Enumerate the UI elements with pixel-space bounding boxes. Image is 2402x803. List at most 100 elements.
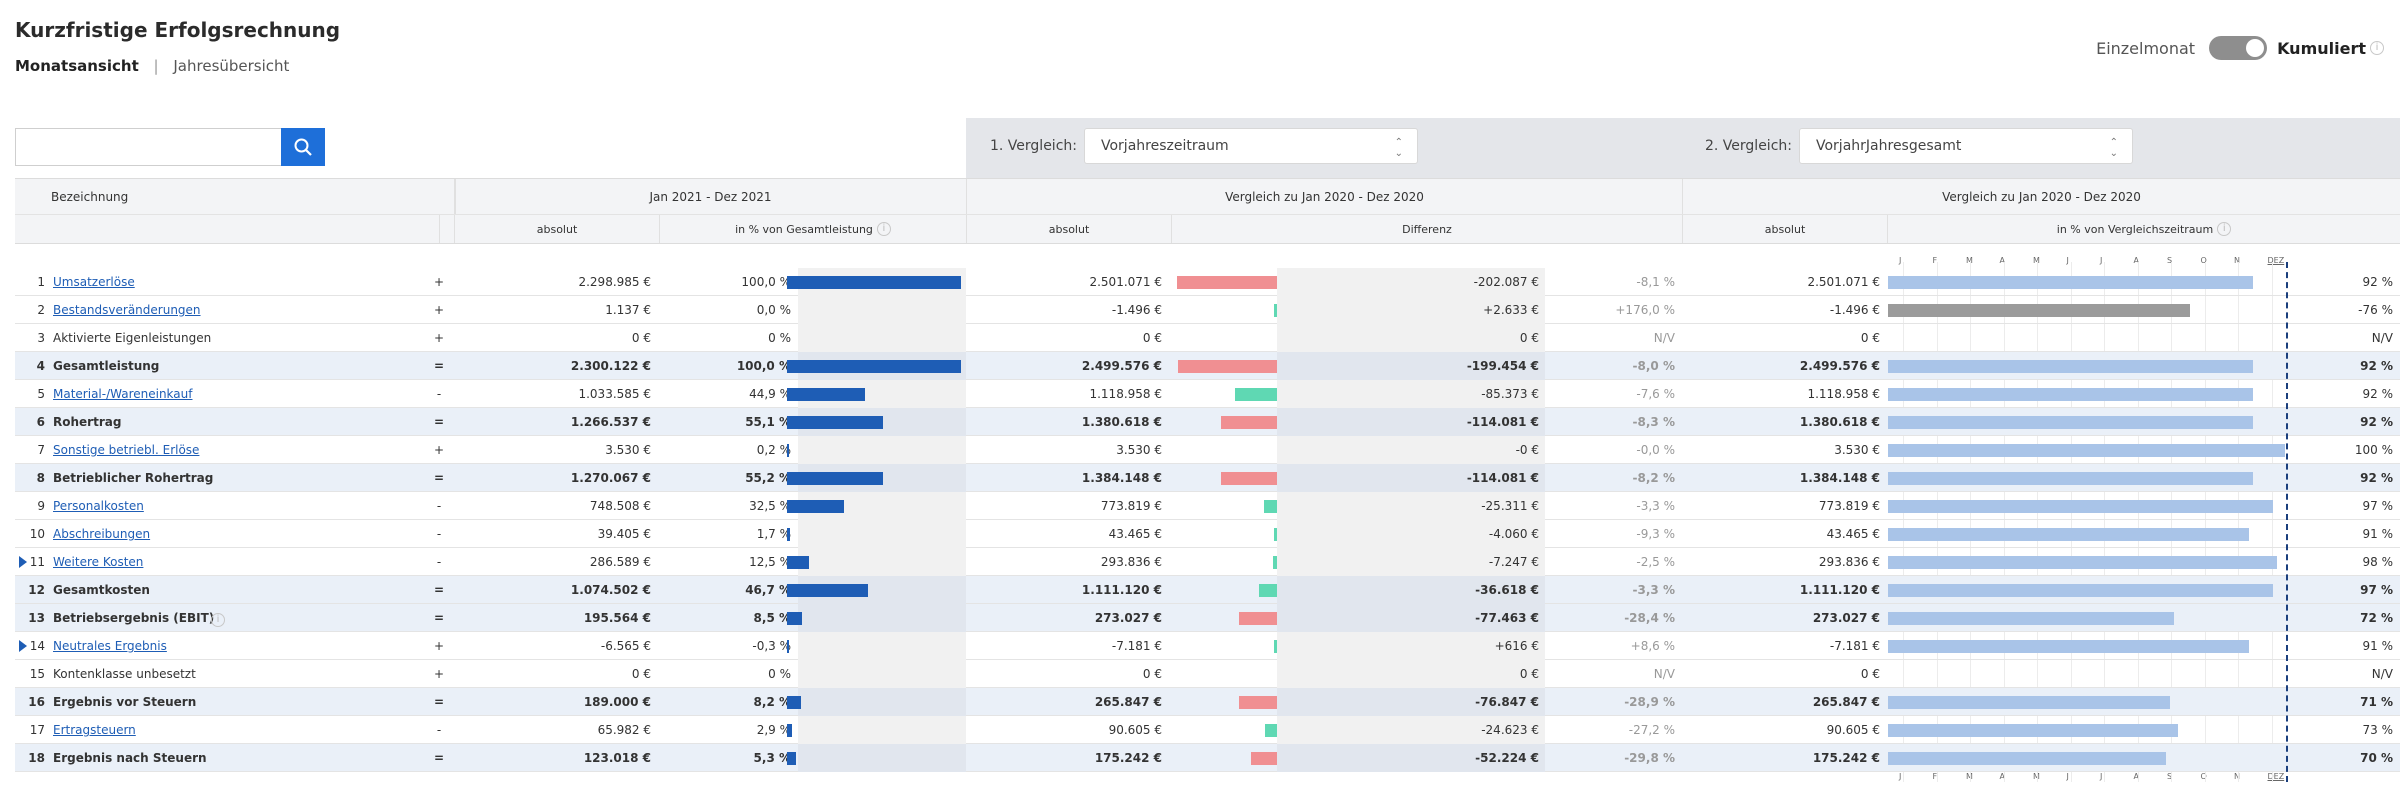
cell-absolut: 1.266.537 € — [570, 415, 651, 429]
cell-compare2-pct: 92 % — [2362, 387, 2394, 401]
cumulative-toggle[interactable] — [2209, 36, 2268, 60]
row-operator: = — [433, 583, 445, 597]
header-pct-gesamt-label: in % von Gesamtleistung — [735, 222, 873, 236]
diff-bar — [1178, 360, 1277, 373]
table-row[interactable]: 13 Betriebsergebnis (EBIT) i = 195.564 € 8,5 … — [15, 604, 2400, 632]
diff-track — [1277, 436, 1545, 464]
row-number: 8 — [36, 471, 45, 485]
search-button[interactable] — [281, 128, 325, 166]
table-row[interactable]: 4 Gesamtleistung = 2.300.122 € 100,0 % 2.499.… — [15, 352, 2400, 380]
cell-compare2-absolut: 2.499.576 € — [1799, 359, 1880, 373]
month-tick-label: J — [2066, 772, 2069, 781]
compare2-label: 2. Vergleich: — [1705, 138, 1792, 154]
row-label[interactable]: Abschreibungen — [53, 527, 151, 541]
toggle-label-einzelmonat[interactable]: Einzelmonat — [2096, 38, 2196, 58]
bar-track — [798, 520, 966, 548]
bar-track — [798, 744, 966, 772]
row-operator: + — [433, 443, 445, 457]
row-label[interactable]: Weitere Kosten — [53, 555, 144, 569]
cell-absolut: 3.530 € — [605, 443, 651, 457]
table-row[interactable]: 6 Rohertrag = 1.266.537 € 55,1 % 1.380.618 € -… — [15, 408, 2400, 436]
diff-bar — [1177, 276, 1277, 289]
table-row[interactable]: 15 Kontenklasse unbesetzt +0 € 0 % 0 € 0 € N/V… — [15, 660, 2400, 688]
cell-pct-gesamt: 32,5 % — [749, 499, 791, 513]
table-row[interactable]: 18 Ergebnis nach Steuern = 123.018 € 5,3 % 17… — [15, 744, 2400, 772]
month-gridline — [1936, 262, 1938, 782]
month-gridline — [2070, 262, 2072, 782]
cell-compare2-absolut: -7.181 € — [1829, 639, 1880, 653]
row-label[interactable]: Umsatzerlöse — [53, 275, 135, 289]
table-row[interactable]: 2 Bestandsveränderungen +1.137 € 0,0 % -1.49… — [15, 296, 2400, 324]
diff-track — [1277, 296, 1545, 324]
month-tick-label: N — [2234, 772, 2240, 781]
row-operator: + — [433, 303, 445, 317]
search-input[interactable] — [15, 128, 281, 166]
diff-track — [1277, 408, 1545, 436]
pct-bar — [787, 360, 961, 373]
row-label[interactable]: Personalkosten — [53, 499, 144, 513]
info-icon[interactable]: i — [876, 222, 891, 236]
info-icon[interactable]: i — [2217, 222, 2232, 236]
table-row[interactable]: 8 Betrieblicher Rohertrag = 1.270.067 € 55,2… — [15, 464, 2400, 492]
row-label: Betrieblicher Rohertrag — [53, 471, 214, 485]
cell-compare2-pct: 73 % — [2362, 723, 2394, 737]
table-row[interactable]: 3 Aktivierte Eigenleistungen +0 € 0 % 0 € 0 €… — [15, 324, 2400, 352]
month-tick-label: DEZ — [2267, 772, 2285, 781]
table-row[interactable]: 17 Ertragsteuern - 65.982 € 2,9 % 90.605 € -24… — [15, 716, 2400, 744]
cell-compare2-pct: 98 % — [2362, 555, 2394, 569]
cell-absolut: 65.982 € — [597, 723, 651, 737]
row-label[interactable]: Bestandsveränderungen — [53, 303, 201, 317]
row-operator: = — [433, 695, 445, 709]
header-compare2: Vergleich zu Jan 2020 - Dez 2020 — [1682, 179, 2400, 214]
table-row[interactable]: 12 Gesamtkosten = 1.074.502 € 46,7 % 1.111.12… — [15, 576, 2400, 604]
tab-monatsansicht[interactable]: Monatsansicht — [15, 57, 139, 75]
cell-absolut: 1.270.067 € — [570, 471, 651, 485]
cell-differenz: -24.623 € — [1481, 723, 1539, 737]
bar-track — [798, 632, 966, 660]
cell-differenz: -114.081 € — [1466, 471, 1539, 485]
month-tick-label: M — [1966, 256, 1973, 265]
compare1-select[interactable]: Vorjahreszeitraum ⌃ ⌄ — [1084, 128, 1418, 164]
info-icon[interactable]: i — [211, 613, 225, 627]
toggle-label-kumuliert[interactable]: Kumuliert — [2277, 38, 2366, 58]
cell-pct-gesamt: 0 % — [768, 667, 791, 681]
expand-icon[interactable] — [19, 640, 27, 652]
table-row[interactable]: 5 Material-/Wareneinkauf - 1.033.585 € 44,9 … — [15, 380, 2400, 408]
cell-diff-pct: -3,3 % — [1632, 583, 1675, 597]
cell-compare2-pct: 72 % — [2360, 611, 2393, 625]
page-title: Kurzfristige Erfolgsrechnung — [15, 18, 341, 42]
tab-jahresuebersicht[interactable]: Jahresübersicht — [173, 57, 290, 75]
month-tick-label: A — [2133, 256, 2139, 265]
row-label[interactable]: Sonstige betriebl. Erlöse — [53, 443, 200, 457]
row-label[interactable]: Neutrales Ergebnis — [53, 639, 167, 653]
row-label[interactable]: Material-/Wareneinkauf — [53, 387, 193, 401]
table-row[interactable]: 11 Weitere Kosten - 286.589 € 12,5 % 293.836 … — [15, 548, 2400, 576]
table-row[interactable]: 7 Sonstige betriebl. Erlöse +3.530 € 0,2 % 3… — [15, 436, 2400, 464]
row-operator: - — [436, 387, 442, 401]
table-row[interactable]: 16 Ergebnis vor Steuern = 189.000 € 8,2 % 265… — [15, 688, 2400, 716]
cell-pct-gesamt: 8,5 % — [753, 611, 791, 625]
cell-compare-absolut: 265.847 € — [1094, 695, 1162, 709]
cell-differenz: -76.847 € — [1475, 695, 1539, 709]
header-compare1: Vergleich zu Jan 2020 - Dez 2020 — [966, 179, 1682, 214]
row-number: 13 — [28, 611, 45, 625]
cell-compare2-pct: 71 % — [2360, 695, 2393, 709]
table-row[interactable]: 1 Umsatzerlöse +2.298.985 € 100,0 % 2.501.07… — [15, 268, 2400, 296]
cell-compare-absolut: 293.836 € — [1100, 555, 1162, 569]
table-row[interactable]: 10 Abschreibungen - 39.405 € 1,7 % 43.465 € -4… — [15, 520, 2400, 548]
table-row[interactable]: 9 Personalkosten - 748.508 € 32,5 % 773.819 €… — [15, 492, 2400, 520]
cell-compare-absolut: 773.819 € — [1100, 499, 1162, 513]
row-label[interactable]: Ertragsteuern — [53, 723, 136, 737]
compare2-bar — [1888, 584, 2274, 597]
pct-bar — [787, 612, 802, 625]
table-row[interactable]: 14 Neutrales Ergebnis + -6.565 € -0,3 % -7.18… — [15, 632, 2400, 660]
info-icon[interactable]: i — [2370, 41, 2384, 55]
compare2-select[interactable]: VorjahrJahresgesamt ⌃ ⌄ — [1799, 128, 2133, 164]
cell-differenz: +616 € — [1494, 639, 1539, 653]
nav-separator: | — [153, 57, 159, 75]
cell-pct-gesamt: 46,7 % — [745, 583, 791, 597]
expand-icon[interactable] — [19, 556, 27, 568]
diff-track — [1277, 492, 1545, 520]
cell-diff-pct: -2,5 % — [1636, 555, 1675, 569]
month-gridline — [2003, 262, 2005, 782]
